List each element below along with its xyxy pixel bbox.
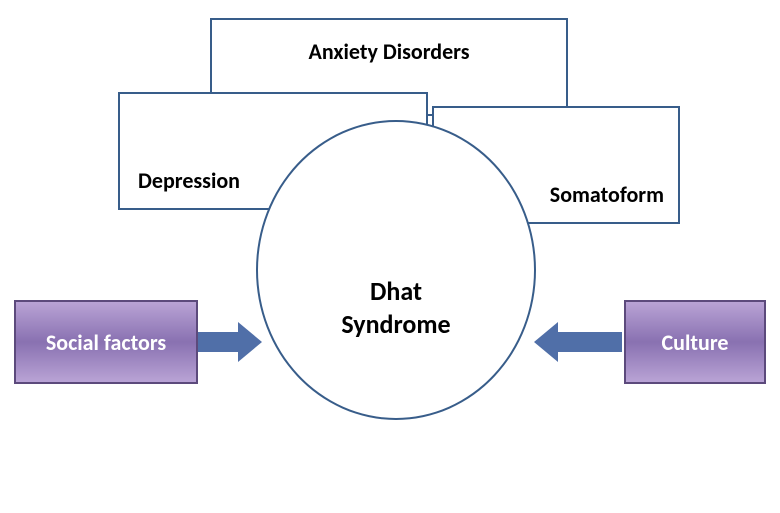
culture-box: Culture (624, 300, 766, 384)
dhat-syndrome-ellipse: Dhat Syndrome (256, 120, 536, 420)
social-factors-label: Social factors (46, 329, 166, 356)
somatoform-label: Somatoform (550, 181, 664, 208)
social-factors-box: Social factors (14, 300, 198, 384)
anxiety-disorders-label: Anxiety Disorders (308, 38, 469, 65)
depression-label: Depression (138, 167, 240, 194)
dhat-label-line1: Dhat (370, 275, 422, 308)
arrow-right-icon (534, 322, 622, 362)
arrow-left-icon (198, 322, 262, 362)
culture-label: Culture (662, 329, 729, 356)
dhat-label-line2: Syndrome (341, 308, 450, 341)
